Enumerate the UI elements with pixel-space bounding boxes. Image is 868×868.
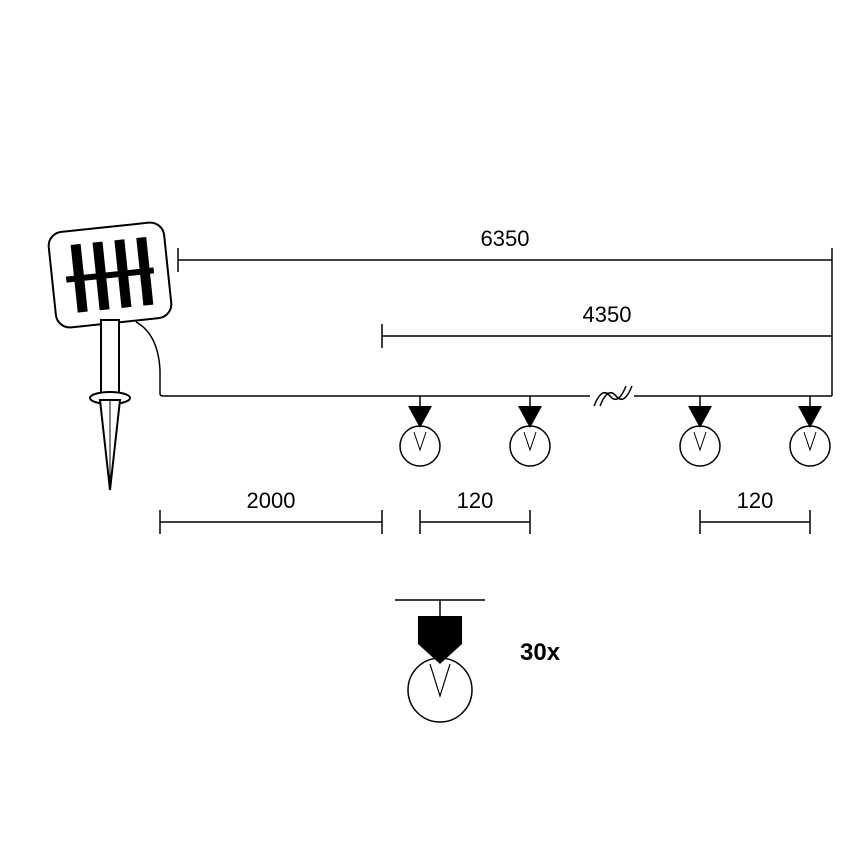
product-diagram: 6350 4350 2000 120 120 30x — [0, 0, 868, 868]
dim-lead-length-label: 2000 — [247, 488, 296, 513]
dim-spacing-2: 120 — [700, 488, 810, 534]
bulb-detail — [395, 600, 485, 722]
break-mark — [590, 386, 634, 406]
bulb-row — [400, 386, 830, 466]
solar-panel-icon — [47, 221, 172, 490]
dim-bulb-section-label: 4350 — [583, 302, 632, 327]
dim-spacing-1: 120 — [420, 488, 530, 534]
dim-spacing-2-label: 120 — [737, 488, 774, 513]
dim-total-length: 6350 — [178, 226, 832, 396]
cable-line — [136, 322, 832, 396]
dim-spacing-1-label: 120 — [457, 488, 494, 513]
bulb-count-label: 30x — [520, 639, 561, 666]
dim-total-length-label: 6350 — [481, 226, 530, 251]
dim-lead-length: 2000 — [160, 488, 382, 534]
dim-bulb-section: 4350 — [382, 302, 832, 348]
